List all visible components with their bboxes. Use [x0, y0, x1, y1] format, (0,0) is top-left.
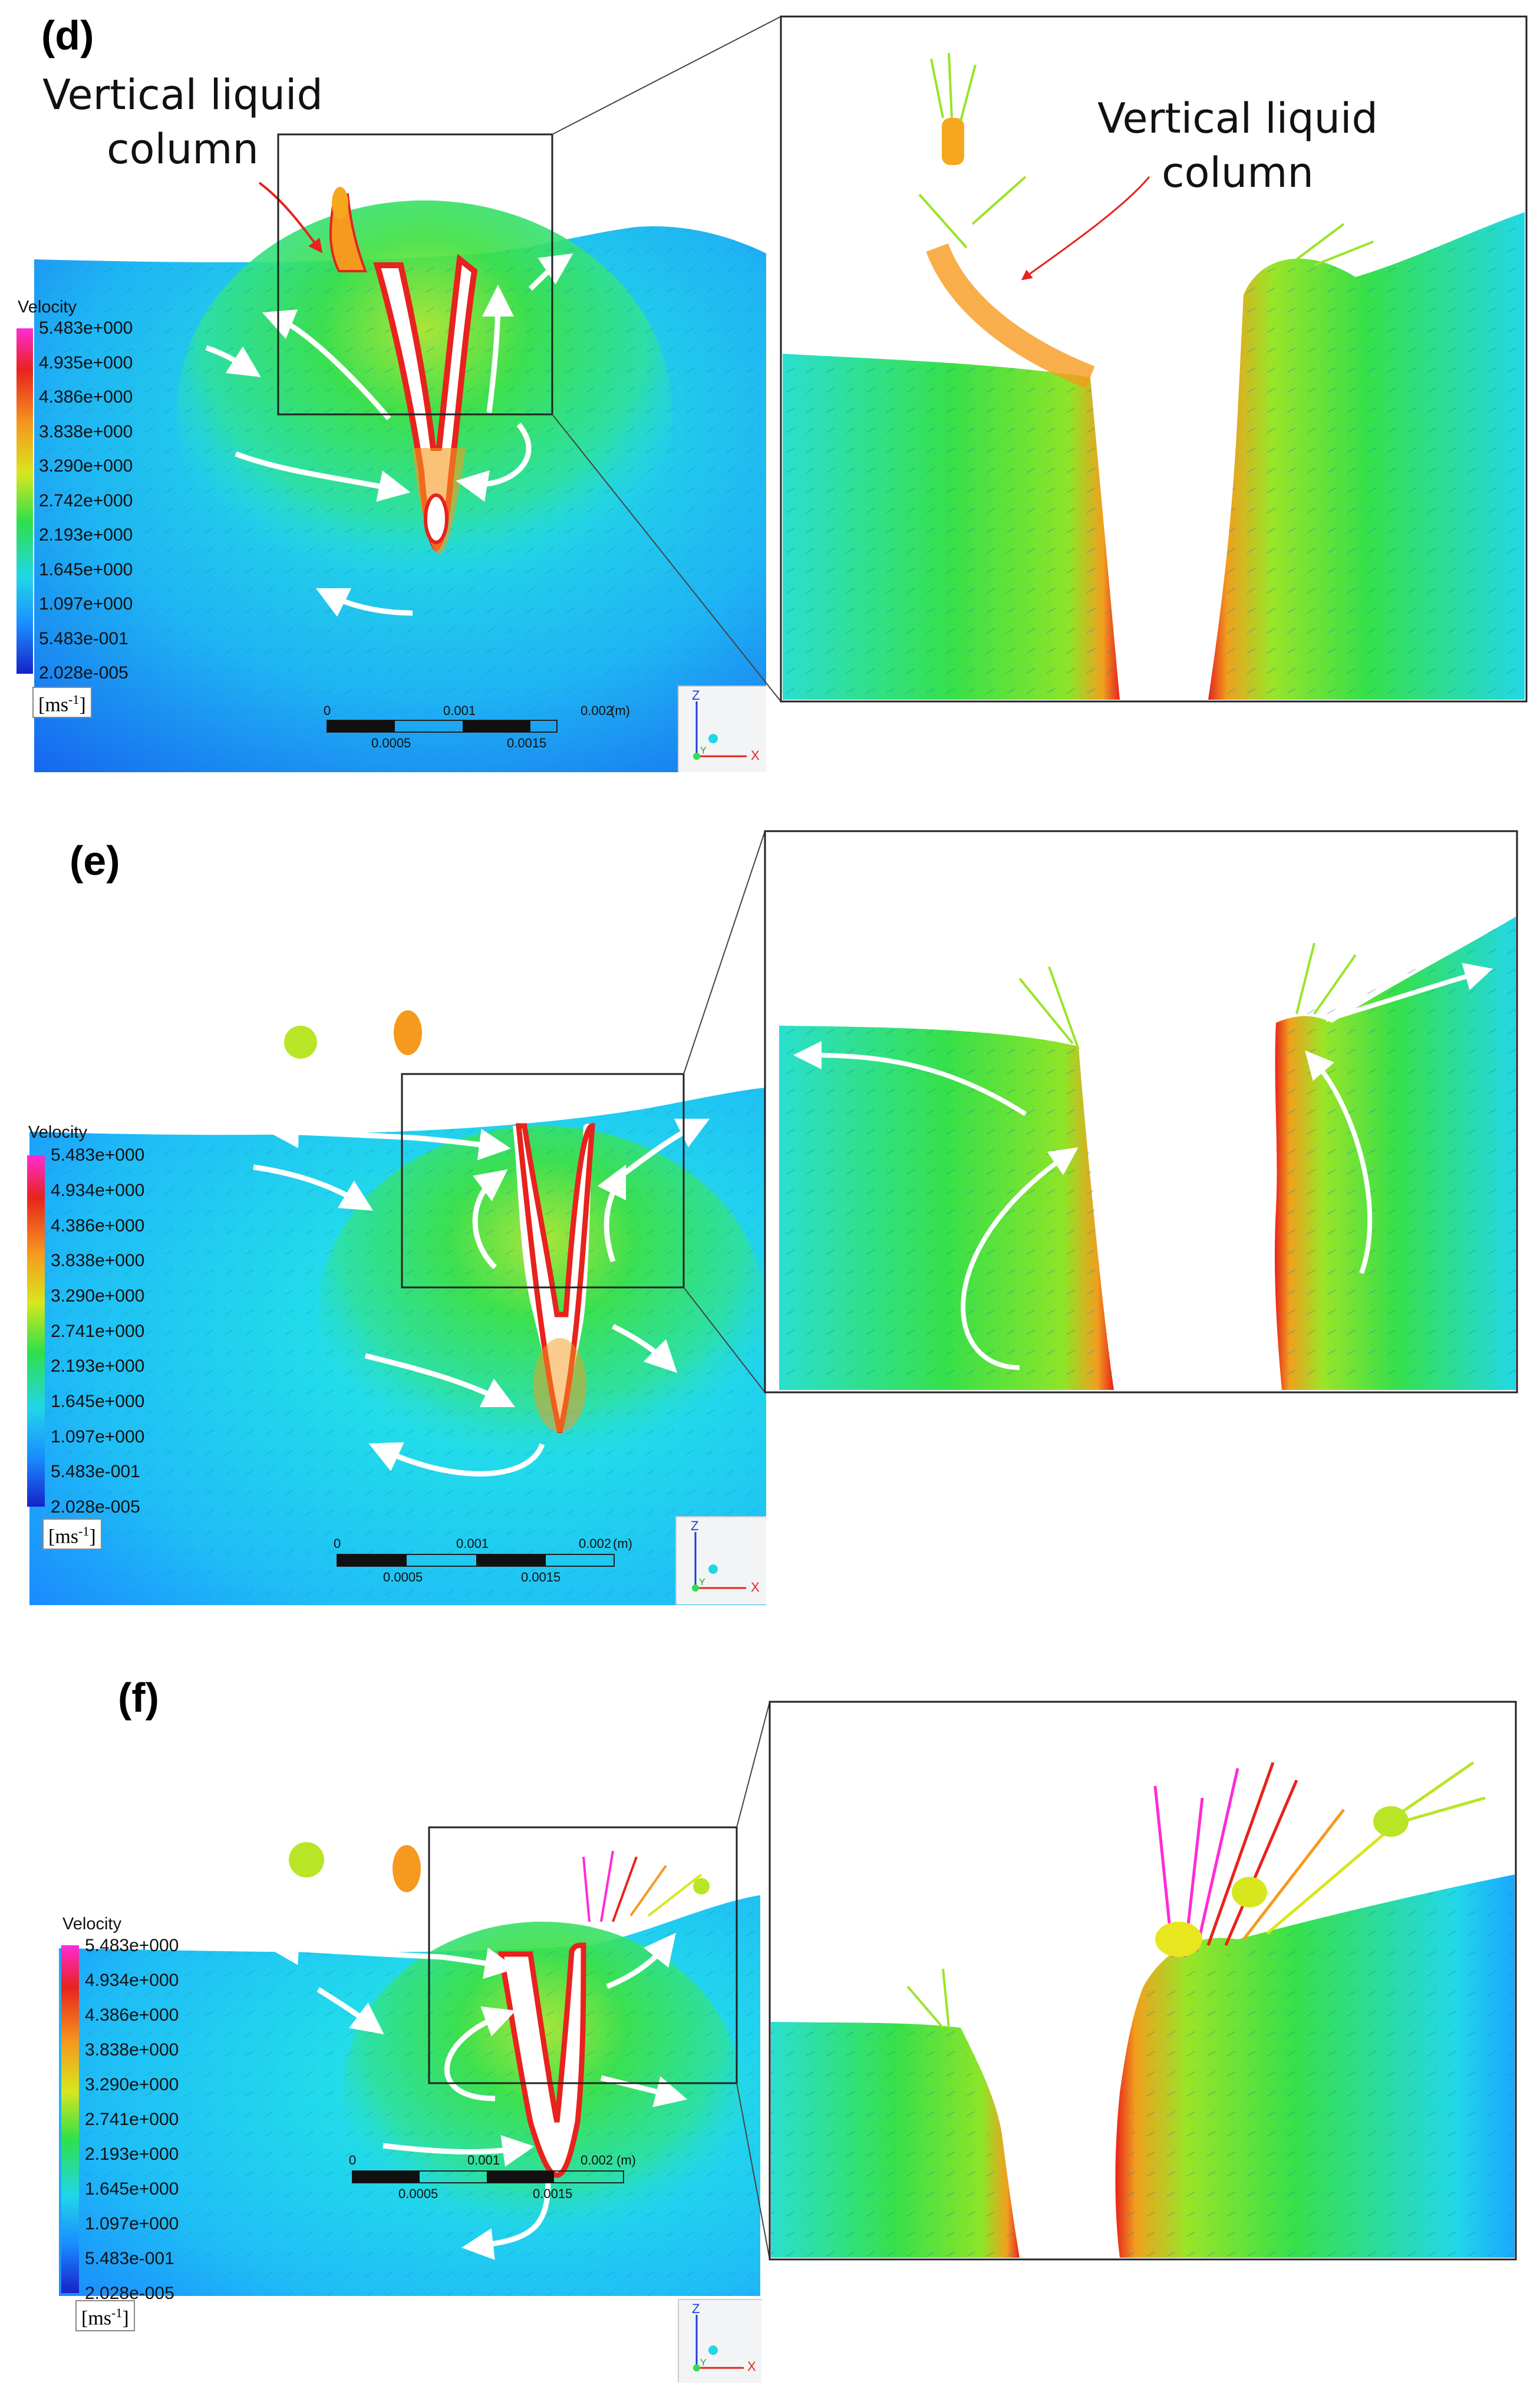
panel-d-zoom-box: [277, 133, 553, 416]
panel-f-scalebar: [352, 2170, 624, 2183]
panel-d-legend-title: Velocity: [18, 298, 77, 317]
panel-d-colorbar: [17, 328, 33, 674]
panel-f-droplet-1: [289, 1842, 324, 1877]
panel-e-unit: [ms-1]: [42, 1518, 102, 1550]
panel-d: [17, 15, 1528, 772]
panel-d-annotation-zoom: Vertical liquid column: [1097, 94, 1378, 197]
panel-e-legend-title: Velocity: [28, 1123, 87, 1142]
panel-f-legend-title: Velocity: [62, 1915, 121, 1933]
panel-e-label: (e): [70, 838, 120, 884]
panel-e-flow-arrows: [253, 1116, 710, 1477]
panel-d-zoom: [780, 15, 1528, 703]
panel-f-label: (f): [118, 1675, 159, 1721]
panel-f: [59, 1701, 1517, 2296]
panel-e-zoom-box: [401, 1073, 685, 1289]
panel-d-annotation-arrow: [258, 182, 323, 253]
panel-f-flow-arrows: [267, 1932, 688, 2260]
panel-f-zoom-box: [428, 1826, 738, 2084]
panel-e-axis-triad: Z X Y: [675, 1516, 766, 1605]
panel-f-keyhole: [497, 1942, 586, 2178]
panel-e-droplet-2: [394, 1010, 422, 1055]
panel-d-scalebar: [327, 720, 558, 733]
panel-f-zoom: [769, 1701, 1517, 2261]
panel-f-axis-triad: Z X Y: [678, 2299, 761, 2383]
panel-e-droplet-1: [284, 1026, 317, 1059]
panel-e-colorbar: [27, 1155, 45, 1507]
panel-d-unit: [ms-1]: [32, 687, 92, 719]
panel-f-droplet-2: [393, 1845, 421, 1892]
panel-d-annotation-main: Vertical liquid column: [42, 71, 323, 173]
panel-f-ejected-vectors: [582, 1850, 710, 1922]
panel-d-label: (d): [41, 12, 94, 58]
panel-f-unit: [ms-1]: [75, 2300, 135, 2332]
panel-e-scalebar: [337, 1554, 615, 1567]
panel-e: [27, 830, 1518, 1605]
panel-d-flow-arrows: [205, 253, 573, 617]
panel-f-colorbar: [61, 1945, 79, 2293]
panel-d-axis-triad: Z X Y: [678, 686, 766, 772]
panel-e-zoom: [764, 830, 1518, 1393]
